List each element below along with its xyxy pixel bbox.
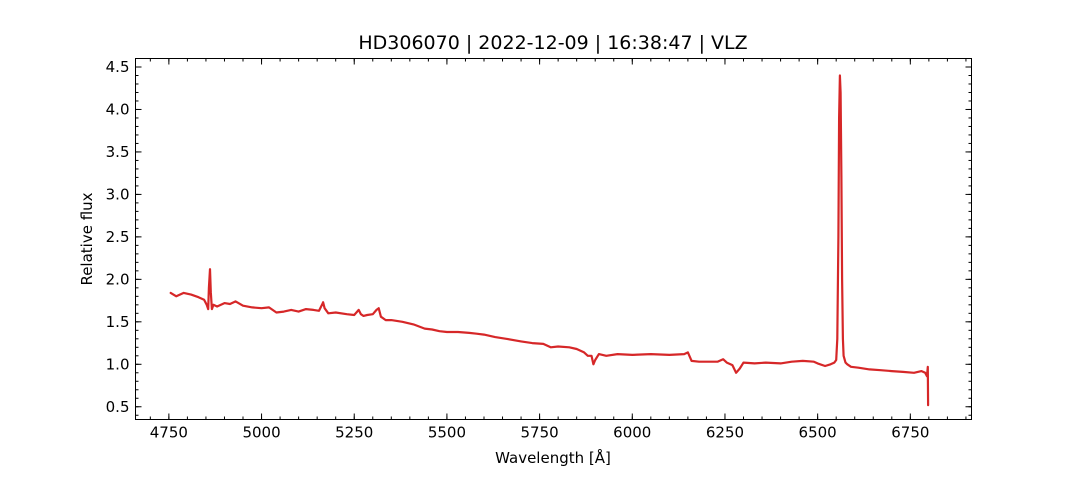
x-axis-label: Wavelength [Å] (495, 448, 611, 467)
x-tick-label: 6750 (891, 424, 929, 442)
y-tick-label: 0.5 (106, 398, 130, 416)
y-tick-label: 3.0 (106, 185, 130, 203)
x-tick-label: 6000 (613, 424, 651, 442)
major-ticks (135, 58, 972, 420)
x-tick-label: 5250 (335, 424, 373, 442)
y-tick-labels: 0.5 1.0 1.5 2.0 2.5 3.0 3.5 4.0 4.5 (106, 58, 130, 416)
chart-title: HD306070 | 2022-12-09 | 16:38:47 | VLZ (358, 32, 747, 54)
y-tick-label: 2.5 (106, 228, 130, 246)
x-tick-label: 5750 (521, 424, 559, 442)
y-tick-label: 4.5 (106, 58, 130, 76)
x-tick-label: 5000 (242, 424, 280, 442)
y-tick-label: 4.0 (106, 100, 130, 118)
y-tick-label: 1.5 (106, 313, 130, 331)
minor-ticks (135, 58, 972, 420)
x-tick-label: 6500 (799, 424, 837, 442)
series-layer (169, 74, 930, 407)
y-tick-label: 1.0 (106, 355, 130, 373)
x-tick-label: 5500 (428, 424, 466, 442)
y-axis-label: Relative flux (78, 192, 96, 285)
spectrum-series-line (169, 74, 930, 407)
y-tick-label: 3.5 (106, 143, 130, 161)
x-tick-label: 4750 (150, 424, 188, 442)
y-tick-label: 2.0 (106, 270, 130, 288)
x-tick-label: 6250 (706, 424, 744, 442)
x-tick-labels: 4750 5000 5250 5500 5750 6000 6250 6500 6750 (150, 424, 930, 442)
plot-frame (135, 58, 972, 420)
